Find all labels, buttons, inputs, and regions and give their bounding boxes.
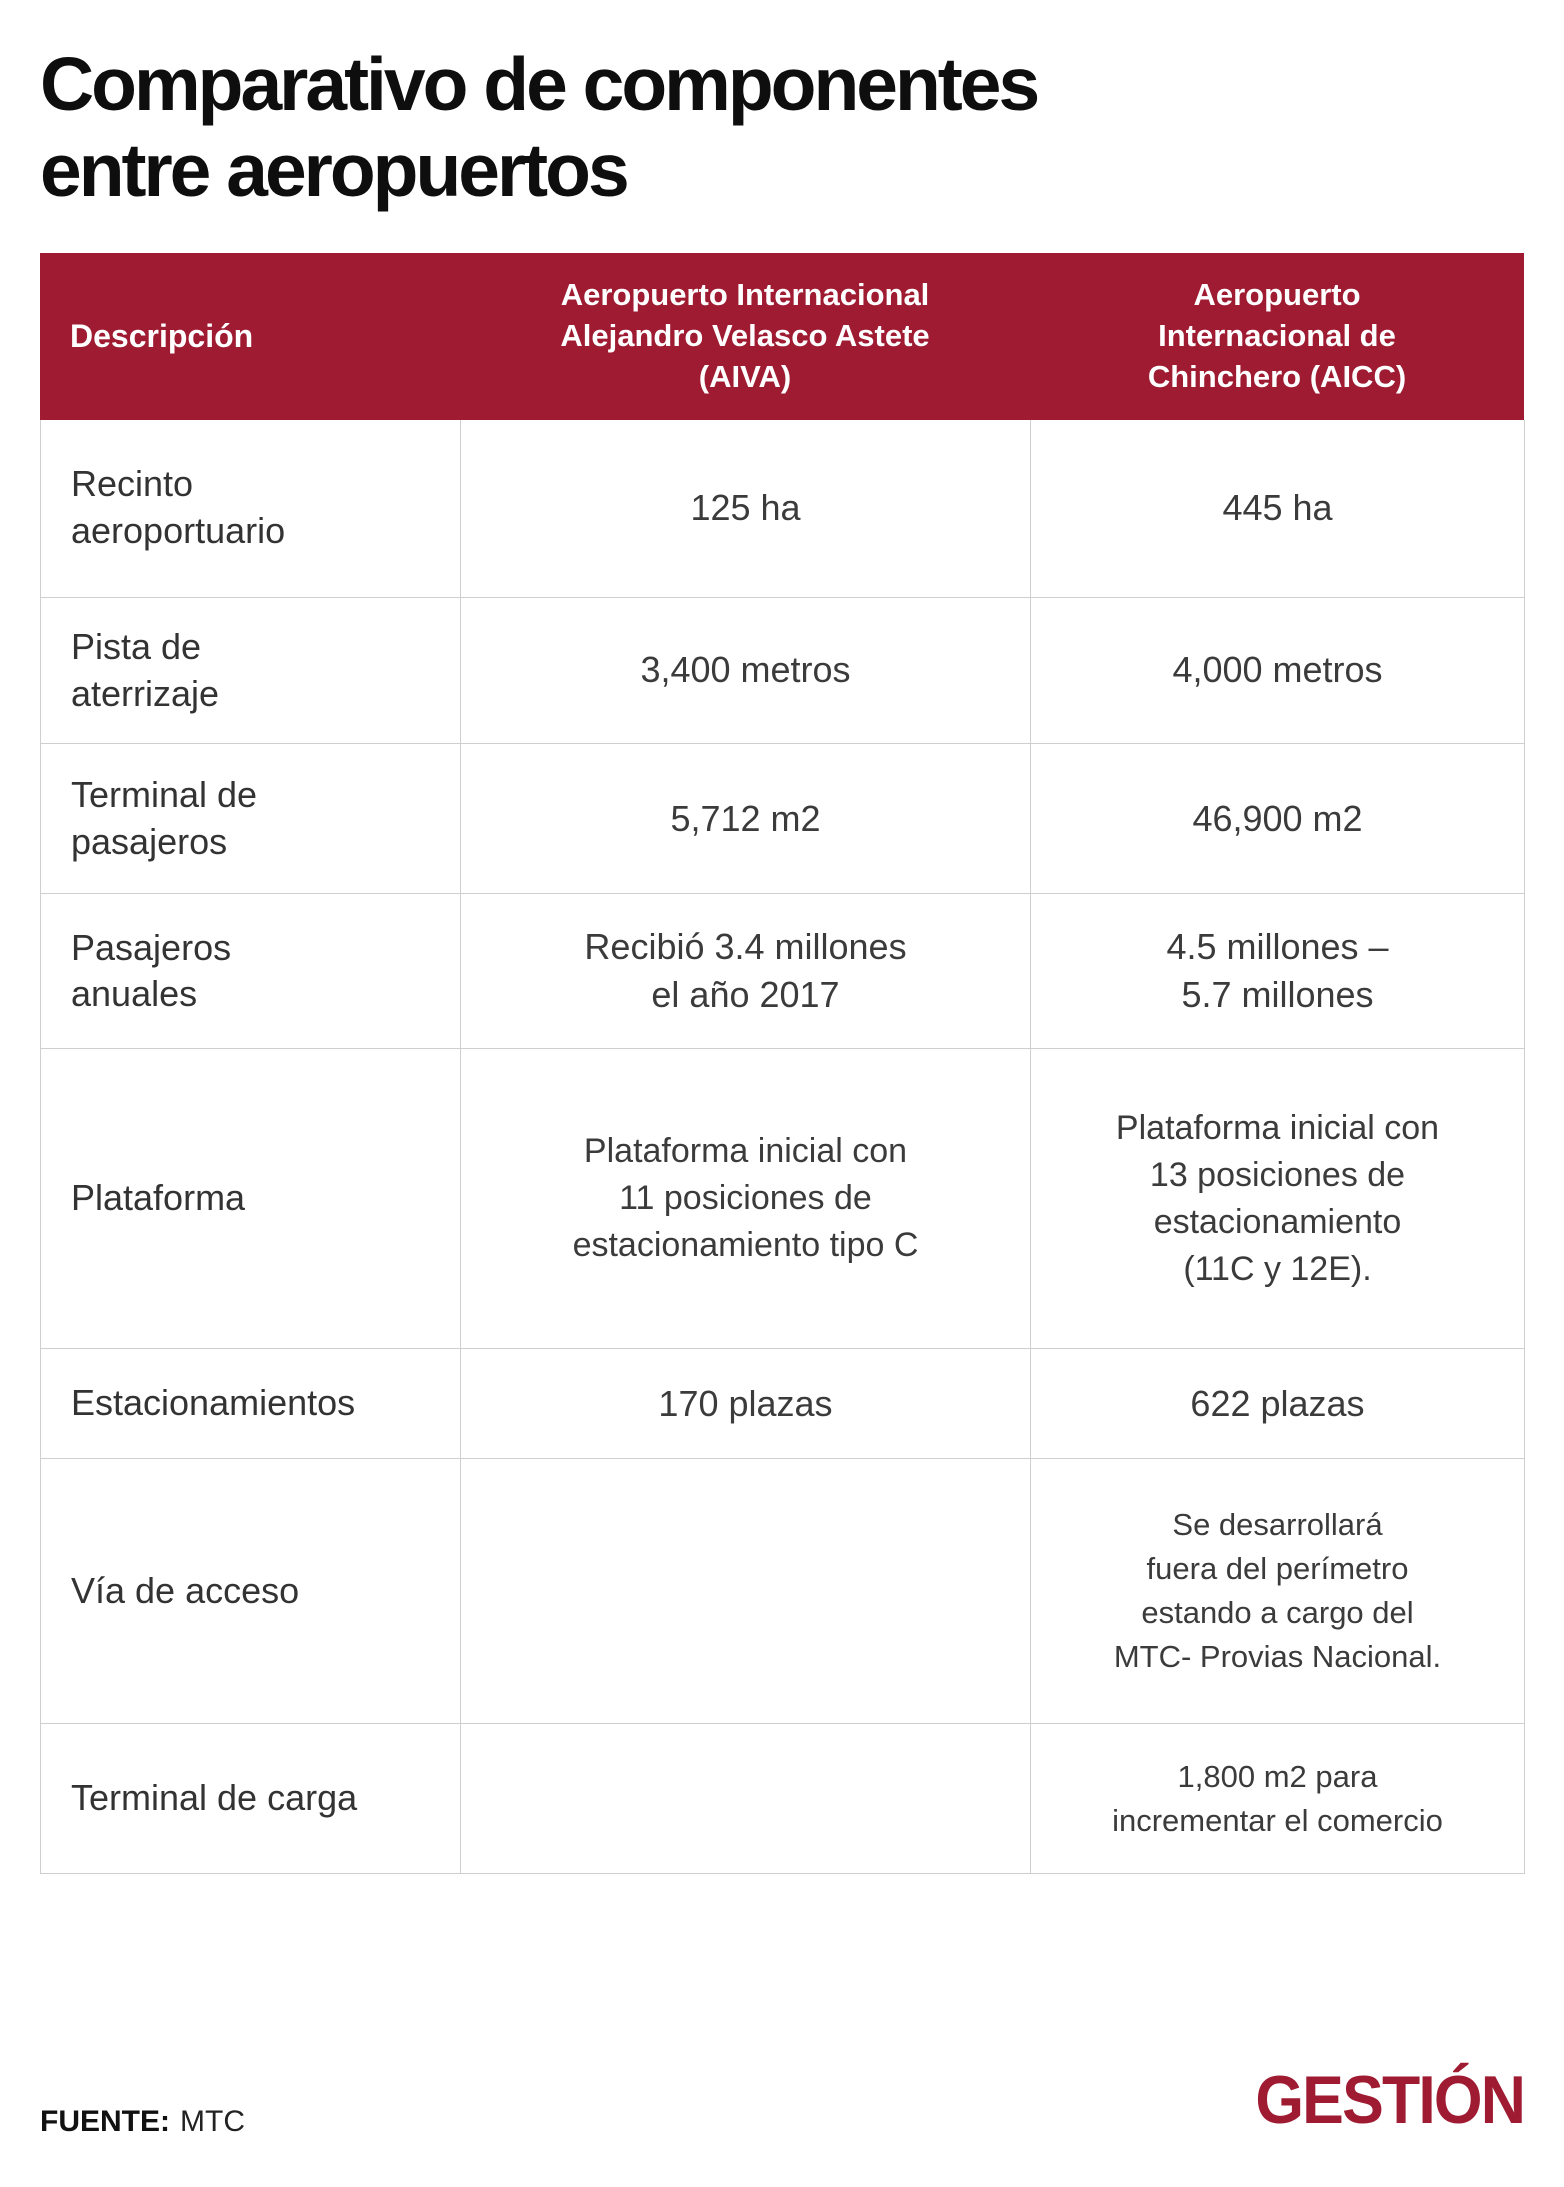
- cell-aicc: 622 plazas: [1031, 1349, 1525, 1460]
- cell-aiva: 5,712 m2: [461, 744, 1031, 895]
- table-body: Recinto aeroportuario 125 ha 445 ha Pist…: [40, 419, 1525, 1875]
- row-label: Pista de aterrizaje: [41, 597, 461, 745]
- cell-aiva: 125 ha: [461, 419, 1031, 598]
- header-cell-descripcion: Descripción: [70, 318, 254, 355]
- row-label: Plataforma: [41, 1049, 461, 1350]
- table-row-pista: Pista de aterrizaje 3,400 metros 4,000 m…: [41, 597, 1525, 745]
- row-label: Terminal de pasajeros: [41, 744, 461, 895]
- footer: FUENTE: MTC GESTIÓN: [40, 2061, 1526, 2139]
- row-label: Estacionamientos: [41, 1349, 461, 1460]
- cell-aiva: [461, 1459, 1031, 1725]
- cell-aiva: 3,400 metros: [461, 597, 1031, 745]
- cell-aicc: 46,900 m2: [1031, 744, 1525, 895]
- page-title: Comparativo de componentes entre aeropue…: [40, 42, 1040, 212]
- table-row-plataforma: Plataforma Plataforma inicial con 11 pos…: [41, 1049, 1525, 1350]
- table-row-terminal-pasajeros: Terminal de pasajeros 5,712 m2 46,900 m2: [41, 744, 1525, 895]
- cell-aiva: Plataforma inicial con 11 posiciones de …: [461, 1049, 1031, 1350]
- cell-aicc: Se desarrollará fuera del perímetro esta…: [1031, 1459, 1525, 1725]
- header-cell-aiva: Aeropuerto Internacional Alejandro Velas…: [560, 277, 930, 394]
- table-row-via-acceso: Vía de acceso Se desarrollará fuera del …: [41, 1459, 1525, 1725]
- row-label: Recinto aeroportuario: [41, 419, 461, 598]
- table-row-pasajeros-anuales: Pasajeros anuales Recibió 3.4 millones e…: [41, 894, 1525, 1050]
- cell-aiva: [461, 1724, 1031, 1875]
- source-value: MTC: [180, 2105, 245, 2138]
- cell-aiva: 170 plazas: [461, 1349, 1031, 1460]
- cell-aicc: Plataforma inicial con 13 posiciones de …: [1031, 1049, 1525, 1350]
- table-row-terminal-carga: Terminal de carga 1,800 m2 para incremen…: [41, 1724, 1525, 1875]
- cell-aiva: Recibió 3.4 millones el año 2017: [461, 894, 1031, 1050]
- header-cell-aicc: Aeropuerto Internacional de Chinchero (A…: [1147, 277, 1407, 394]
- row-label: Terminal de carga: [41, 1724, 461, 1875]
- source-label: FUENTE:: [40, 2105, 170, 2138]
- table-row-recinto: Recinto aeroportuario 125 ha 445 ha: [41, 419, 1525, 598]
- table-header-row: Descripción Aeropuerto Internacional Ale…: [40, 253, 1524, 420]
- cell-aicc: 4,000 metros: [1031, 597, 1525, 745]
- comparison-table: Descripción Aeropuerto Internacional Ale…: [40, 253, 1525, 1875]
- row-label: Vía de acceso: [41, 1459, 461, 1725]
- cell-aicc: 1,800 m2 para incrementar el comercio: [1031, 1724, 1525, 1875]
- table-row-estacionamientos: Estacionamientos 170 plazas 622 plazas: [41, 1349, 1525, 1460]
- cell-aicc: 4.5 millones – 5.7 millones: [1031, 894, 1525, 1050]
- row-label: Pasajeros anuales: [41, 894, 461, 1050]
- cell-aicc: 445 ha: [1031, 419, 1525, 598]
- gestion-logo: GESTIÓN: [1255, 2062, 1526, 2138]
- source-note: FUENTE: MTC: [40, 2105, 245, 2139]
